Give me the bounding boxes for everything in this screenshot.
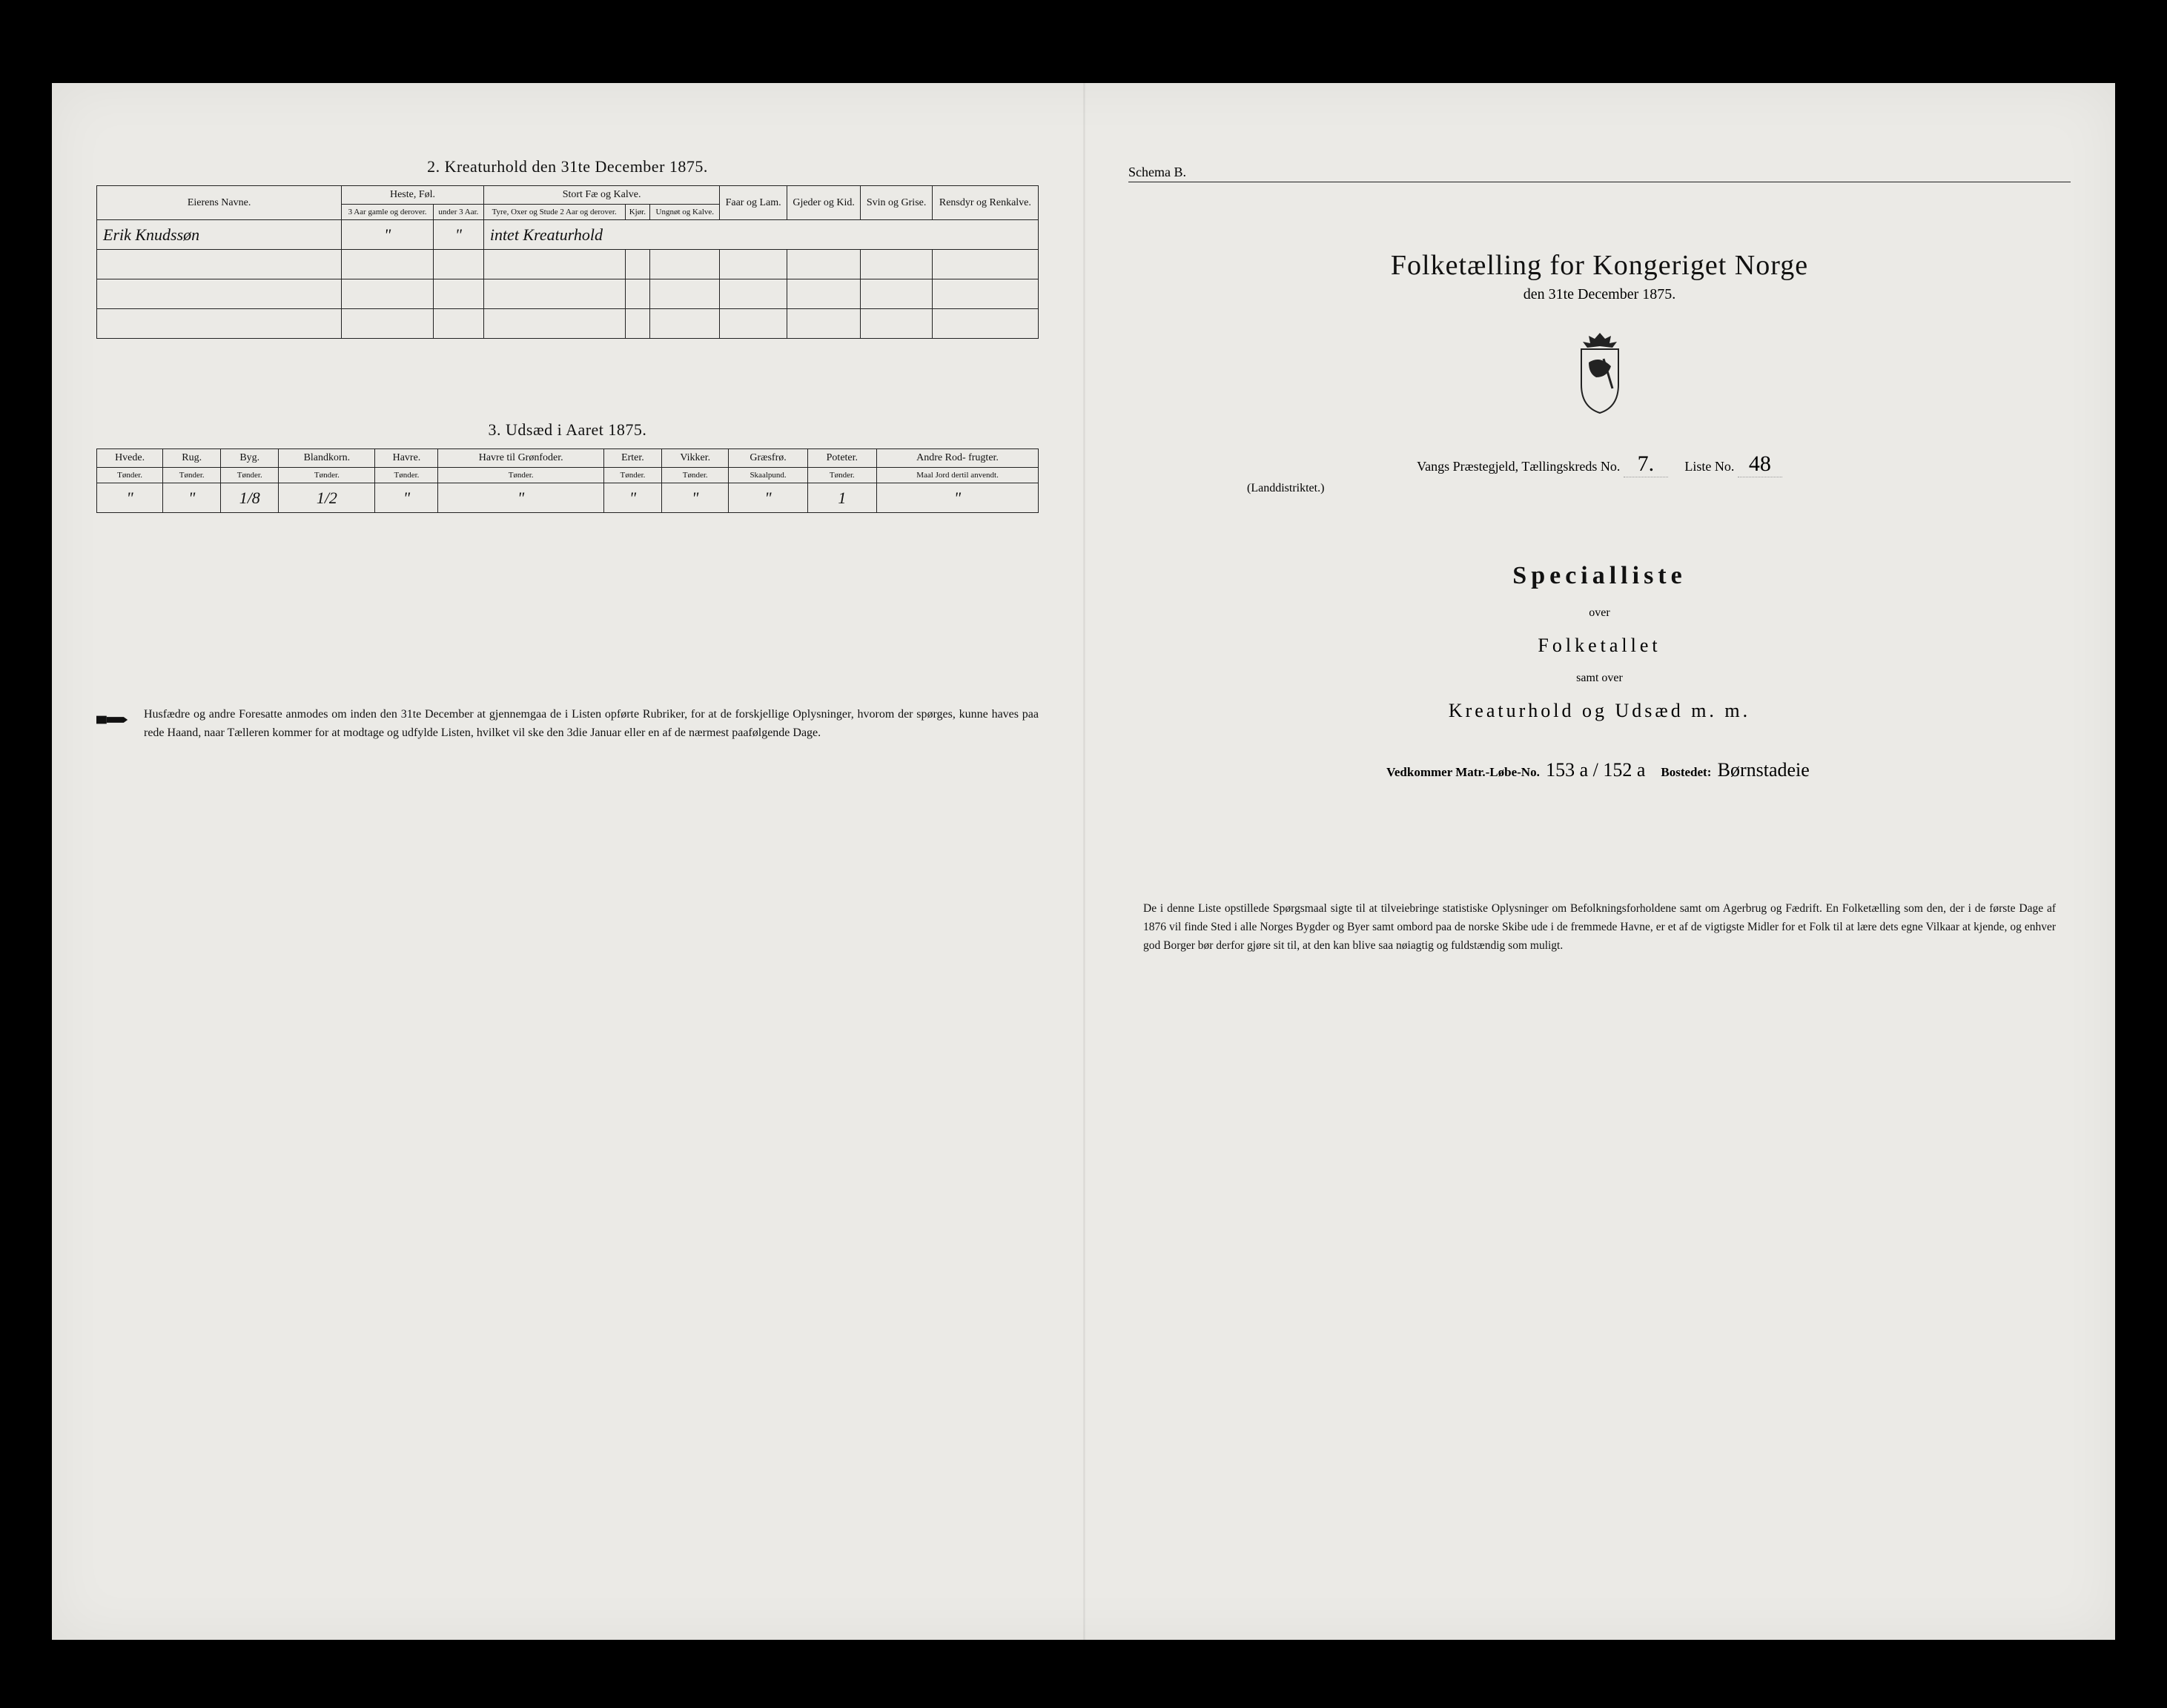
c8: " (729, 483, 807, 513)
kreaturhold-heading: Kreaturhold og Udsæd m. m. (1128, 700, 2071, 722)
h-graes: Græsfrø. (729, 449, 807, 468)
kreds-line: Vangs Præstegjeld, Tællingskreds No. 7. … (1128, 451, 2071, 477)
sub-s1: Tyre, Oxer og Stude 2 Aar og derover. (483, 205, 625, 220)
h-byg: Byg. (221, 449, 279, 468)
h-erter: Erter. (603, 449, 661, 468)
sub-h2: under 3 Aar. (433, 205, 483, 220)
udsaed-table: Hvede. Rug. Byg. Blandkorn. Havre. Havre… (96, 448, 1039, 513)
liste-no: 48 (1738, 451, 1782, 477)
kreds-prefix: Vangs Præstegjeld, Tællingskreds No. (1417, 459, 1620, 474)
h-rug: Rug. (163, 449, 221, 468)
row1-name: Erik Knudssøn (97, 220, 342, 250)
main-title: Folketælling for Kongeriget Norge (1128, 249, 2071, 282)
h-hvede: Hvede. (97, 449, 163, 468)
h-andre: Andre Rod- frugter. (877, 449, 1039, 468)
document-paper: 2. Kreaturhold den 31te December 1875. E… (52, 83, 2115, 1640)
table-row: " " 1/8 1/2 " " " " " 1 " (97, 483, 1039, 513)
schema-label: Schema B. (1128, 165, 2071, 182)
row1-v2: " (433, 220, 483, 250)
left-notice: Husfædre og andre Foresatte anmodes om i… (96, 706, 1039, 743)
table-row: Erik Knudssøn " " intet Kreaturhold (97, 220, 1039, 250)
sub-s2: Kjør. (625, 205, 650, 220)
grp-stort: Stort Fæ og Kalve. (483, 186, 720, 205)
u8: Tønder. (661, 468, 728, 483)
folketallet-heading: Folketallet (1128, 635, 2071, 657)
coat-of-arms-icon (1566, 333, 1633, 414)
h-bland: Blandkorn. (279, 449, 375, 468)
specialliste-heading: Specialliste (1128, 562, 2071, 590)
vedk-no: 153 a / 152 a (1543, 759, 1648, 781)
h-vikker: Vikker. (661, 449, 728, 468)
liste-label: Liste No. (1684, 459, 1734, 474)
c6: " (603, 483, 661, 513)
c10: " (877, 483, 1039, 513)
u3: Tønder. (221, 468, 279, 483)
c3: 1/2 (279, 483, 375, 513)
row1-v1: " (342, 220, 434, 250)
table-row (97, 309, 1039, 339)
col-eier: Eierens Navne. (97, 186, 342, 220)
col-svin: Svin og Grise. (861, 186, 932, 220)
c5: " (438, 483, 604, 513)
c7: " (661, 483, 728, 513)
section-2: 2. Kreaturhold den 31te December 1875. E… (96, 157, 1039, 339)
c0: " (97, 483, 163, 513)
u7: Tønder. (603, 468, 661, 483)
c2: 1/8 (221, 483, 279, 513)
table-row (97, 250, 1039, 279)
grp-heste: Heste, Føl. (342, 186, 484, 205)
right-page: Schema B. Folketælling for Kongeriget No… (1084, 83, 2115, 1640)
u2: Tønder. (163, 468, 221, 483)
kreds-no: 7. (1624, 451, 1668, 477)
sub-h1: 3 Aar gamle og derover. (342, 205, 434, 220)
landdistriktet: (Landdistriktet.) (1247, 482, 2071, 495)
sub-s3: Ungnøt og Kalve. (650, 205, 720, 220)
u11: Maal Jord dertil anvendt. (877, 468, 1039, 483)
main-subtitle: den 31te December 1875. (1128, 286, 2071, 303)
pointing-hand-icon (96, 709, 130, 731)
col-gjeder: Gjeder og Kid. (787, 186, 861, 220)
samt-text: samt over (1128, 672, 2071, 685)
left-page: 2. Kreaturhold den 31te December 1875. E… (52, 83, 1084, 1640)
col-faar: Faar og Lam. (720, 186, 787, 220)
u6: Tønder. (438, 468, 604, 483)
c9: 1 (807, 483, 876, 513)
scan-frame: 2. Kreaturhold den 31te December 1875. E… (30, 46, 2137, 1662)
right-footer-text: De i denne Liste opstillede Spørgsmaal s… (1128, 900, 2071, 955)
u10: Tønder. (807, 468, 876, 483)
bost-val: Børnstadeie (1715, 759, 1813, 781)
h-poteter: Poteter. (807, 449, 876, 468)
section-2-title: 2. Kreaturhold den 31te December 1875. (96, 157, 1039, 176)
u5: Tønder. (375, 468, 438, 483)
col-rens: Rensdyr og Renkalve. (932, 186, 1038, 220)
table-row (97, 279, 1039, 309)
c4: " (375, 483, 438, 513)
section-3-title: 3. Udsæd i Aaret 1875. (96, 420, 1039, 440)
notice-text: Husfædre og andre Foresatte anmodes om i… (144, 706, 1039, 743)
kreaturhold-table: Eierens Navne. Heste, Føl. Stort Fæ og K… (96, 185, 1039, 339)
bost-label: Bostedet: (1661, 765, 1711, 779)
h-havre: Havre. (375, 449, 438, 468)
row1-v3: intet Kreaturhold (483, 220, 1038, 250)
u4: Tønder. (279, 468, 375, 483)
c1: " (163, 483, 221, 513)
vedk-label: Vedkommer Matr.-Løbe-No. (1386, 765, 1540, 779)
u9: Skaalpund. (729, 468, 807, 483)
vedkommer-line: Vedkommer Matr.-Løbe-No. 153 a / 152 a B… (1128, 759, 2071, 781)
h-havregr: Havre til Grønfoder. (438, 449, 604, 468)
section-3: 3. Udsæd i Aaret 1875. Hvede. Rug. Byg. … (96, 420, 1039, 513)
over-text: over (1128, 606, 2071, 620)
u1: Tønder. (97, 468, 163, 483)
